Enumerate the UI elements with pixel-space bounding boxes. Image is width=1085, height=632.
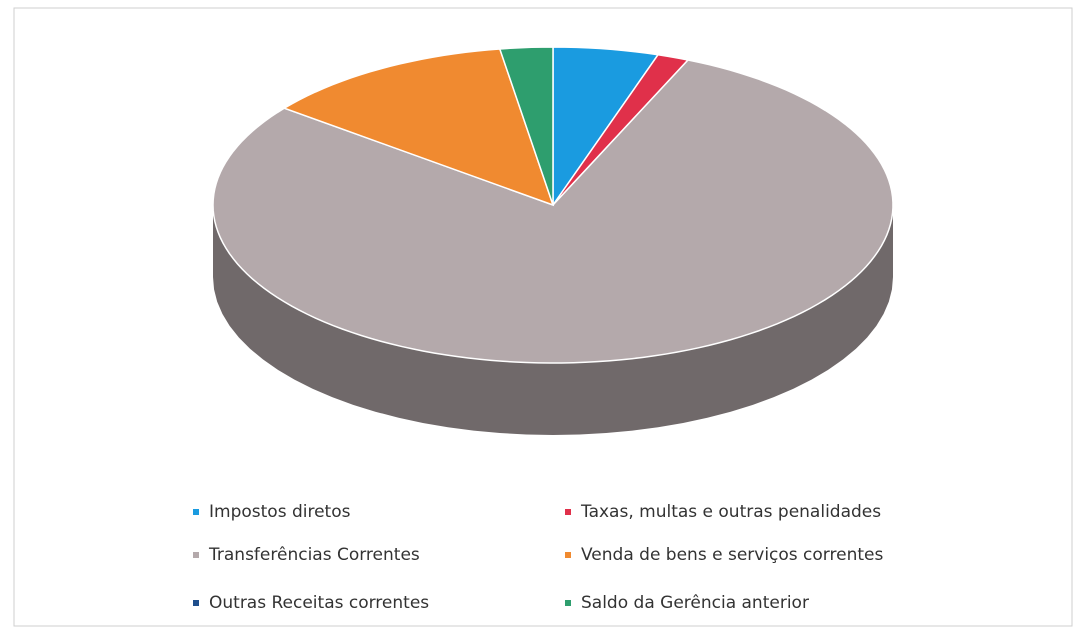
legend-label: Saldo da Gerência anterior xyxy=(581,593,809,613)
pie-slice xyxy=(552,46,660,208)
pie-slice xyxy=(498,46,554,206)
legend: Impostos diretos Taxas, multas e outras p… xyxy=(193,502,883,613)
pie xyxy=(212,46,894,435)
pie-side xyxy=(213,205,893,435)
legend-swatch xyxy=(193,552,199,558)
legend-swatch xyxy=(193,600,199,606)
pie-slice xyxy=(212,59,894,364)
pie-slice xyxy=(282,48,555,207)
legend-swatch xyxy=(565,509,571,515)
legend-label: Taxas, multas e outras penalidades xyxy=(580,502,881,522)
legend-swatch xyxy=(565,552,571,558)
legend-label: Outras Receitas correntes xyxy=(209,593,429,613)
legend-label: Impostos diretos xyxy=(209,502,351,522)
legend-label: Venda de bens e serviços correntes xyxy=(581,545,883,565)
legend-swatch xyxy=(565,600,571,606)
legend-swatch xyxy=(193,509,199,515)
legend-label: Transferências Correntes xyxy=(208,545,420,565)
